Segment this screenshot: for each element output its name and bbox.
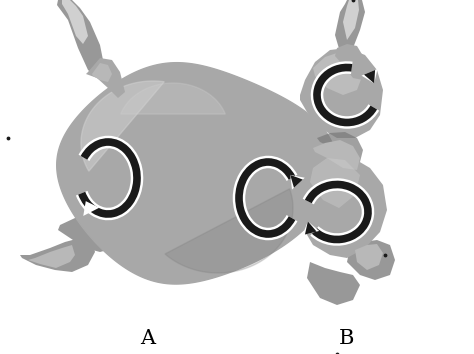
Polygon shape: [335, 0, 365, 52]
Polygon shape: [347, 240, 395, 280]
Polygon shape: [58, 210, 130, 252]
Polygon shape: [310, 158, 360, 208]
Polygon shape: [83, 201, 99, 216]
Polygon shape: [165, 189, 293, 273]
Polygon shape: [57, 0, 105, 80]
Polygon shape: [92, 63, 112, 82]
Polygon shape: [86, 201, 91, 212]
Polygon shape: [355, 244, 383, 270]
Polygon shape: [343, 0, 359, 40]
Polygon shape: [57, 63, 337, 284]
Polygon shape: [121, 83, 225, 114]
Polygon shape: [62, 0, 88, 44]
Text: A: A: [140, 329, 155, 348]
Polygon shape: [81, 81, 164, 171]
Polygon shape: [20, 238, 95, 272]
Polygon shape: [362, 69, 378, 84]
Polygon shape: [335, 44, 367, 80]
Polygon shape: [303, 155, 387, 258]
Polygon shape: [290, 175, 303, 188]
Polygon shape: [313, 52, 363, 95]
Text: B: B: [339, 329, 355, 348]
Polygon shape: [86, 58, 125, 98]
Polygon shape: [300, 48, 383, 138]
Polygon shape: [290, 175, 305, 190]
Polygon shape: [317, 132, 363, 162]
Polygon shape: [302, 221, 319, 235]
Polygon shape: [305, 221, 317, 234]
Polygon shape: [364, 70, 375, 84]
Polygon shape: [313, 140, 360, 170]
Polygon shape: [307, 262, 360, 305]
Polygon shape: [28, 245, 75, 268]
